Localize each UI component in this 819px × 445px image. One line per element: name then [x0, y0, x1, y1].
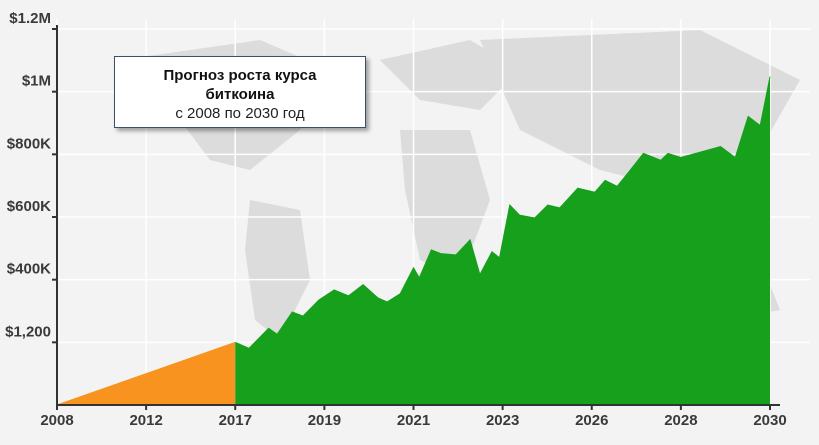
- chart-subtitle: с 2008 по 2030 год: [175, 105, 305, 122]
- x-tick-label: 2012: [129, 412, 162, 429]
- chart-title: Прогноз роста курса биткоина: [163, 67, 317, 103]
- x-tick-label: 2017: [219, 412, 252, 429]
- y-tick-label: $400K: [7, 261, 51, 278]
- area-edge: [56, 341, 236, 406]
- y-tick-label: $1.2M: [9, 10, 51, 27]
- x-tick-label: 2021: [397, 412, 430, 429]
- y-tick-label: $600K: [7, 198, 51, 215]
- x-tick-label: 2019: [308, 412, 341, 429]
- y-tick-label: $1M: [22, 73, 51, 90]
- x-tick-label: 2026: [575, 412, 608, 429]
- x-tick-label: 2023: [486, 412, 519, 429]
- y-tick-label: $800K: [7, 135, 51, 152]
- area-fill: [235, 76, 770, 406]
- annotation-box: Прогноз роста курса биткоина с 2008 по 2…: [114, 56, 366, 128]
- area-edge: [235, 76, 771, 349]
- x-tick-label: 2030: [753, 412, 786, 429]
- x-tick-label: 2008: [40, 412, 73, 429]
- x-tick-label: 2028: [664, 412, 697, 429]
- y-tick-label: $1,200: [5, 323, 51, 340]
